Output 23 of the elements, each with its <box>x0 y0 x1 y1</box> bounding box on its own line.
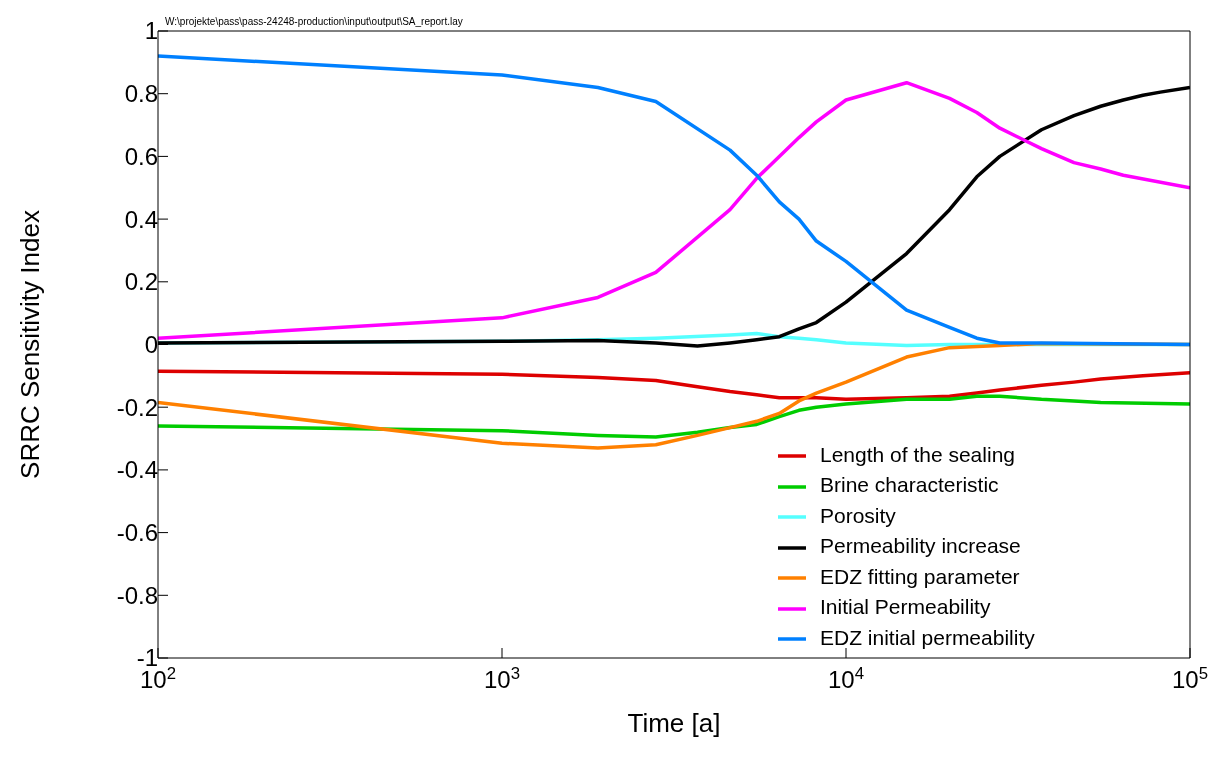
y-tick-label: -0.2 <box>116 393 158 421</box>
legend-label: EDZ fitting parameter <box>820 564 1020 588</box>
y-tick-label: 0 <box>144 330 158 358</box>
y-axis-title: SRRC Sensitivity Index <box>15 210 46 479</box>
y-tick-label: 0.6 <box>124 142 158 170</box>
y-tick-label: 0.4 <box>124 205 158 233</box>
x-tick-label: 10$^{3}$ <box>483 663 521 693</box>
y-tick-label: 0.2 <box>124 268 158 296</box>
legend-label: Brine characteristic <box>820 473 999 497</box>
y-tick-label: -0.8 <box>116 581 158 609</box>
y-tick-label: -0.6 <box>116 519 158 546</box>
legend-label: Initial Permeability <box>820 595 991 619</box>
x-axis-title: Time [a] <box>627 708 721 738</box>
legend-label: Porosity <box>820 503 896 527</box>
y-tick-label: 0.8 <box>124 80 158 108</box>
y-tick-label: -0.4 <box>116 456 158 484</box>
legend-label: EDZ initial permeability <box>820 625 1035 649</box>
legend-label: Length of the sealing <box>820 443 1015 466</box>
y-tick-label: 1 <box>144 17 158 45</box>
text: W:\projekte\pass\pass-24248-production\input\output\SA_report.lay <box>165 16 463 27</box>
legend-label: Permeability increase <box>820 534 1021 558</box>
x-tick-label: 10$^{5}$ <box>1171 663 1209 693</box>
x-tick-label: 10$^{4}$ <box>827 663 865 693</box>
